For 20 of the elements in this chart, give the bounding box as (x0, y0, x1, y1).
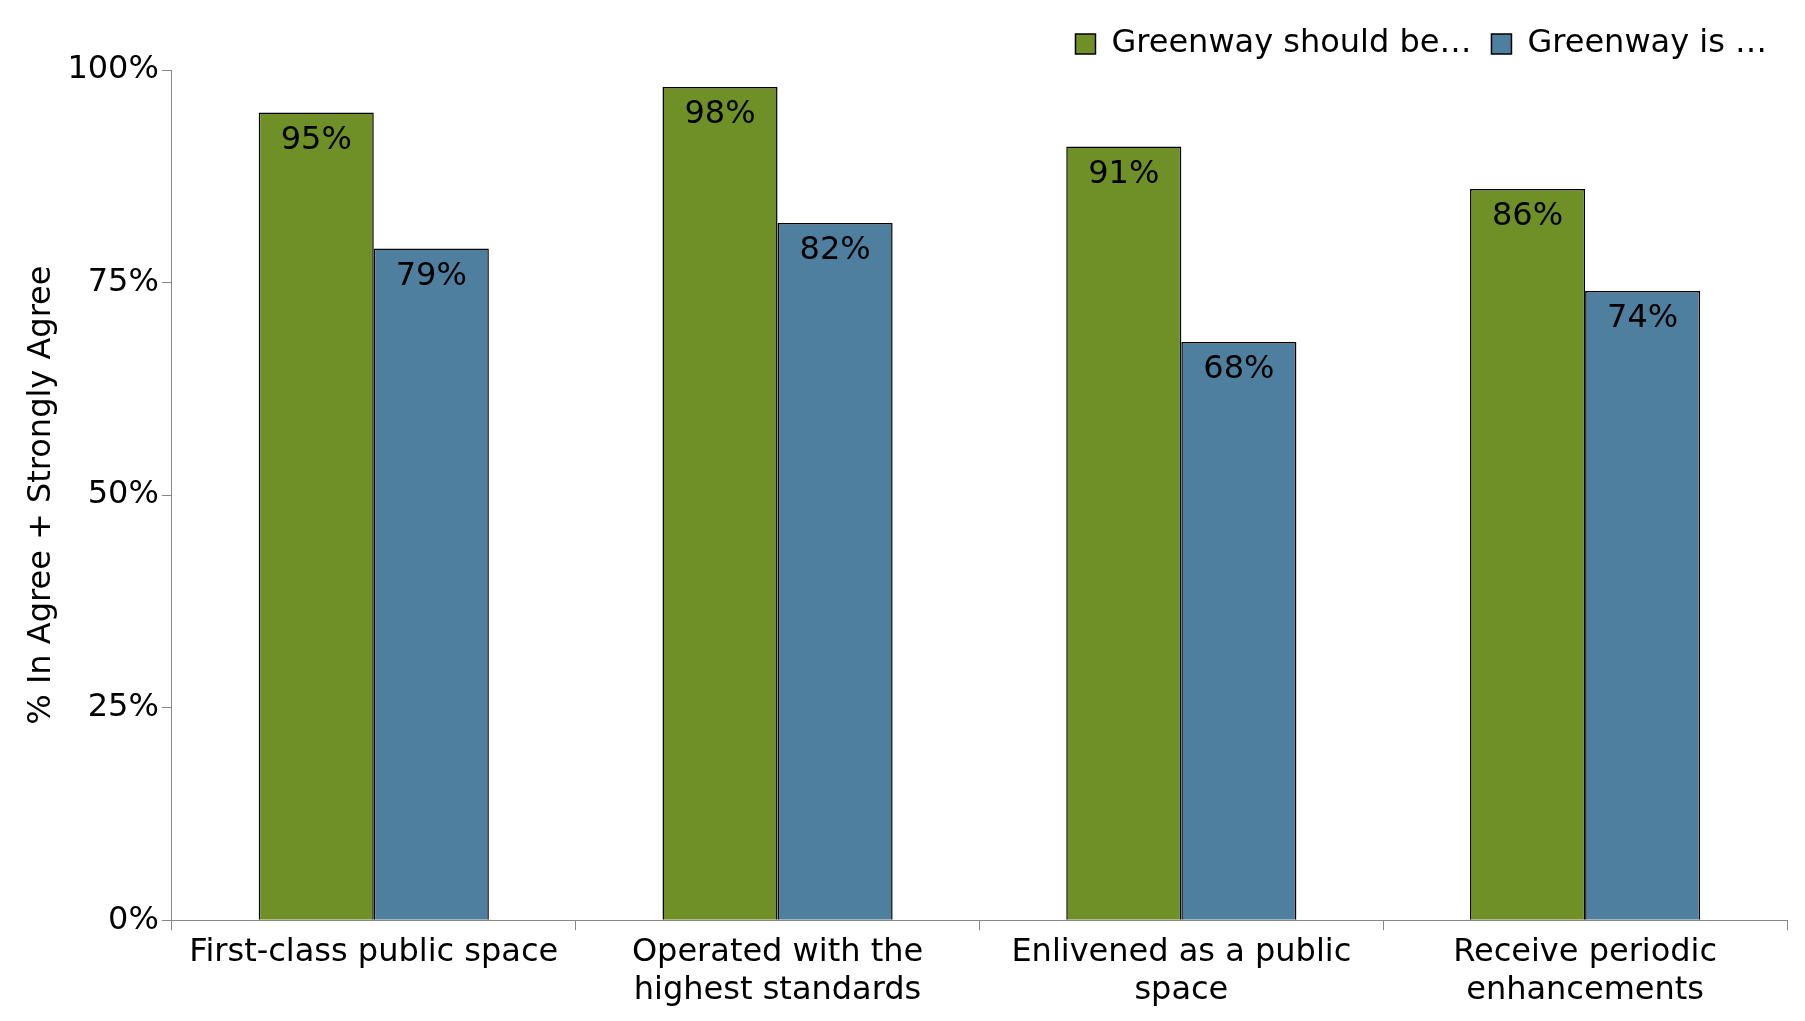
y-tick-label: 50% (87, 473, 159, 512)
x-tick-label: First-class public space (189, 930, 559, 969)
data-label: 82% (799, 229, 871, 268)
data-label: 74% (1607, 297, 1679, 336)
x-tick-label: Receive periodic enhancements (1453, 930, 1718, 1008)
data-label: 68% (1203, 348, 1275, 387)
data-label: 91% (1088, 152, 1160, 191)
x-tick-label: Enlivened as a public space (1011, 930, 1352, 1008)
y-axis-title: % In Agree + Strongly Agree (19, 265, 58, 725)
legend-label: Greenway is … (1527, 22, 1767, 61)
data-label: 86% (1492, 195, 1564, 234)
y-tick-label: 25% (87, 685, 159, 724)
y-tick-label: 75% (87, 260, 159, 299)
legend-label: Greenway should be… (1111, 22, 1472, 61)
data-label: 98% (684, 93, 756, 132)
data-label: 95% (280, 118, 352, 157)
x-tick-label: Operated with the highest standards (631, 930, 924, 1008)
y-tick-label: 0% (108, 898, 159, 937)
y-tick-label: 100% (67, 48, 159, 87)
data-label: 79% (395, 254, 467, 293)
